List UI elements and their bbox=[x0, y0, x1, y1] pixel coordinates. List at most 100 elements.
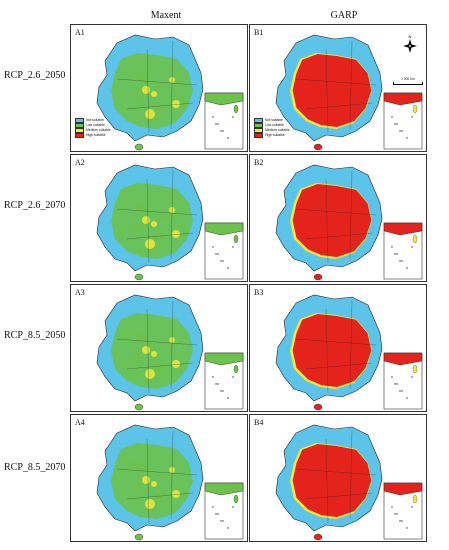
suitability-map bbox=[275, 294, 423, 411]
region-medium-suitable bbox=[136, 202, 146, 212]
island bbox=[313, 533, 323, 541]
province-boundary bbox=[325, 438, 329, 524]
province-boundary bbox=[349, 170, 353, 260]
island bbox=[313, 273, 323, 281]
province-boundary bbox=[295, 208, 377, 216]
suitability-map bbox=[96, 164, 244, 281]
inset-map bbox=[204, 352, 244, 410]
panel-label-b4: B4 bbox=[254, 418, 264, 427]
region-medium-suitable bbox=[130, 200, 136, 206]
province-boundary bbox=[349, 300, 353, 390]
province-boundary bbox=[295, 78, 377, 86]
region-medium-suitable bbox=[172, 360, 180, 368]
region-medium-suitable bbox=[145, 369, 155, 379]
province-boundary bbox=[349, 430, 353, 520]
panel-label-b3: B3 bbox=[254, 288, 264, 297]
panel-label-a2: A2 bbox=[75, 158, 85, 167]
province-boundary bbox=[170, 430, 174, 520]
suitability-map bbox=[96, 34, 244, 151]
region-medium-suitable bbox=[133, 223, 141, 231]
region-high-suitable bbox=[292, 184, 372, 257]
legend-item-high-suitable: High suitable bbox=[254, 132, 290, 139]
region-medium-suitable bbox=[172, 230, 180, 238]
panel-label-a3: A3 bbox=[75, 288, 85, 297]
suitability-map bbox=[275, 164, 423, 281]
region-medium-suitable bbox=[142, 216, 150, 224]
suitability-map bbox=[96, 294, 244, 411]
inset-map bbox=[383, 92, 423, 150]
island bbox=[134, 273, 144, 281]
province-boundary bbox=[170, 40, 174, 130]
region-medium-suitable bbox=[142, 86, 150, 94]
region-high-suitable bbox=[292, 444, 372, 517]
province-boundary bbox=[116, 338, 198, 346]
region-medium-suitable bbox=[130, 70, 136, 76]
province-boundary bbox=[146, 48, 150, 134]
map-panel-a4: A4 bbox=[70, 414, 248, 542]
north-arrow-icon: N bbox=[403, 34, 417, 53]
inset-map bbox=[383, 482, 423, 540]
region-medium-suitable bbox=[154, 492, 164, 502]
province-boundary bbox=[126, 232, 194, 240]
panel-label-b2: B2 bbox=[254, 158, 264, 167]
province-boundary bbox=[170, 300, 174, 390]
region-medium-suitable bbox=[136, 332, 146, 342]
region-medium-suitable bbox=[133, 353, 141, 361]
island bbox=[313, 403, 323, 411]
region-medium-suitable bbox=[145, 499, 155, 509]
island bbox=[134, 143, 144, 151]
region-medium-suitable bbox=[136, 462, 146, 472]
suitability-map bbox=[275, 34, 423, 151]
suitability-map bbox=[275, 424, 423, 541]
region-medium-suitable bbox=[130, 330, 136, 336]
map-panel-a1: A1 bbox=[70, 24, 248, 152]
island bbox=[134, 533, 144, 541]
region-medium-suitable bbox=[154, 102, 164, 112]
inset-map bbox=[204, 482, 244, 540]
province-boundary bbox=[325, 178, 329, 264]
region-medium-suitable bbox=[172, 490, 180, 498]
region-medium-suitable bbox=[154, 232, 164, 242]
region-medium-suitable bbox=[172, 100, 180, 108]
panel-label-a4: A4 bbox=[75, 418, 85, 427]
province-boundary bbox=[146, 178, 150, 264]
region-medium-suitable bbox=[133, 483, 141, 491]
suitability-map bbox=[96, 424, 244, 541]
island bbox=[134, 403, 144, 411]
row-label-rcp85-2070: RCP_8.5_2070 bbox=[4, 462, 66, 473]
province-boundary bbox=[305, 362, 373, 370]
inset-map bbox=[383, 222, 423, 280]
map-panel-a3: A3 bbox=[70, 284, 248, 412]
region-medium-suitable bbox=[136, 72, 146, 82]
map-panel-a2: A2 bbox=[70, 154, 248, 282]
province-boundary bbox=[325, 48, 329, 134]
region-medium-suitable bbox=[151, 481, 157, 487]
province-boundary bbox=[305, 492, 373, 500]
legend-item-high-suitable: High suitable bbox=[75, 132, 111, 139]
inset-map bbox=[383, 352, 423, 410]
row-label-rcp26-2050: RCP_2.6_2050 bbox=[4, 70, 66, 81]
region-high-suitable bbox=[292, 314, 372, 387]
region-medium-suitable bbox=[151, 351, 157, 357]
region-medium-suitable bbox=[160, 84, 166, 90]
region-high-suitable bbox=[292, 54, 372, 127]
province-boundary bbox=[146, 308, 150, 394]
region-medium-suitable bbox=[151, 91, 157, 97]
province-boundary bbox=[305, 232, 373, 240]
province-boundary bbox=[146, 438, 150, 524]
region-medium-suitable bbox=[145, 239, 155, 249]
province-boundary bbox=[325, 308, 329, 394]
map-panel-b4: B4 bbox=[249, 414, 427, 542]
legend-a1: Not suitable Low suitable Medium suitabl… bbox=[75, 117, 111, 139]
region-medium-suitable bbox=[142, 476, 150, 484]
province-boundary bbox=[116, 468, 198, 476]
region-medium-suitable bbox=[160, 344, 166, 350]
svg-text:N: N bbox=[409, 34, 412, 39]
column-header-garp: GARP bbox=[330, 10, 358, 21]
province-boundary bbox=[295, 468, 377, 476]
region-medium-suitable bbox=[133, 93, 141, 101]
row-label-rcp26-2070: RCP_2.6_2070 bbox=[4, 200, 66, 211]
map-panel-b3: B3 bbox=[249, 284, 427, 412]
row-label-rcp85-2050: RCP_8.5_2050 bbox=[4, 330, 66, 341]
province-boundary bbox=[116, 78, 198, 86]
